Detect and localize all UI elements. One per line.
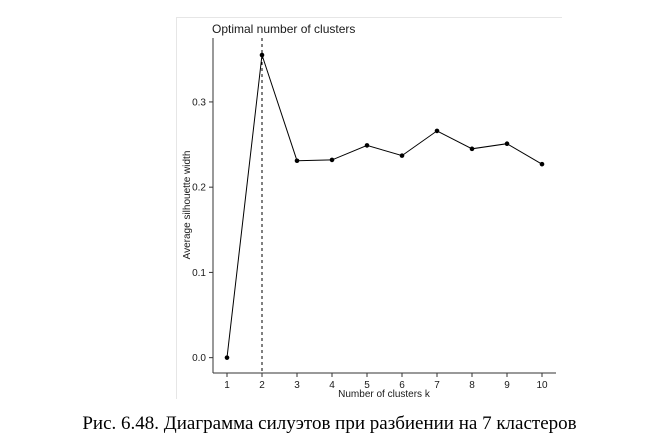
x-tick-label: 5 — [364, 380, 370, 391]
data-point — [259, 52, 265, 58]
x-tick-label: 4 — [329, 380, 335, 391]
x-tick-label: 9 — [504, 380, 510, 391]
y-tick-label: 0.0 — [192, 353, 206, 364]
x-tick-label: 6 — [399, 380, 405, 391]
data-point — [329, 157, 335, 163]
silhouette-chart: Optimal number of clusters Average silho… — [182, 22, 556, 400]
y-tick-label: 0.1 — [192, 268, 206, 279]
x-tick-label: 3 — [294, 380, 300, 391]
y-tick-label: 0.2 — [192, 183, 206, 194]
axes: 0.0 0.1 0.2 0.3 1 2 3 4 5 6 7 8 9 10 — [192, 38, 556, 391]
x-tick-label: 1 — [224, 380, 230, 391]
data-point — [224, 355, 230, 360]
y-tick-label: 0.3 — [192, 97, 206, 108]
figure-caption: Рис. 6.48. Диаграмма силуэтов при разбие… — [82, 413, 577, 434]
data-marks — [224, 38, 545, 373]
y-axis-label: Average silhouette width — [182, 151, 193, 260]
data-point — [539, 161, 545, 167]
series-line — [226, 54, 543, 358]
data-point — [364, 143, 370, 148]
chart-frame — [176, 17, 562, 399]
chart-title: Optimal number of clusters — [212, 22, 355, 36]
x-axis-label: Number of clusters k — [338, 389, 431, 400]
x-tick-label: 7 — [434, 380, 440, 391]
data-point — [294, 158, 300, 164]
x-tick-label: 2 — [259, 380, 265, 391]
data-point — [434, 128, 440, 134]
data-point — [399, 153, 405, 158]
data-point — [504, 141, 510, 146]
x-tick-label: 8 — [469, 380, 475, 391]
x-tick-label: 10 — [536, 380, 548, 391]
data-point — [469, 146, 475, 152]
